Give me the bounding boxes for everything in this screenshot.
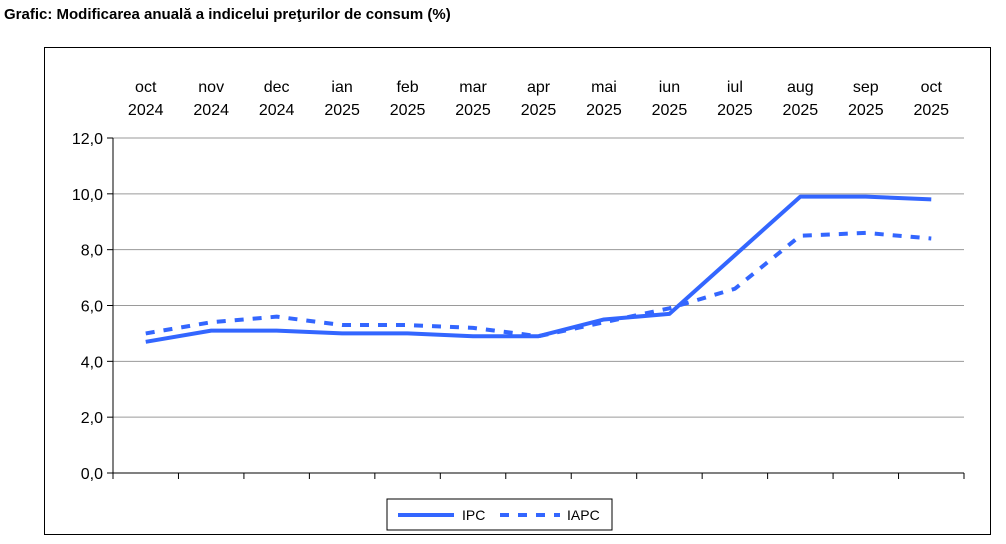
x-tick-label-year: 2025 bbox=[521, 102, 557, 119]
chart-title: Grafic: Modificarea anuală a indicelui p… bbox=[4, 6, 451, 23]
x-tick-label-year: 2025 bbox=[586, 102, 622, 119]
legend-label-ipc: IPC bbox=[462, 507, 485, 523]
x-tick-label-year: 2025 bbox=[390, 102, 426, 119]
y-tick-label: 8,0 bbox=[81, 243, 103, 260]
x-tick-label-month: iul bbox=[727, 79, 743, 96]
series-line-ipc bbox=[145, 194, 932, 344]
x-tick-label-month: mar bbox=[459, 79, 487, 96]
y-tick-label: 6,0 bbox=[81, 299, 103, 316]
y-tick-label: 0,0 bbox=[81, 466, 103, 483]
x-tick-label-month: ian bbox=[331, 79, 352, 96]
y-tick-label: 12,0 bbox=[72, 131, 103, 148]
x-tick-label-year: 2024 bbox=[193, 102, 229, 119]
y-tick-label: 4,0 bbox=[81, 354, 103, 371]
x-tick-label-month: feb bbox=[396, 79, 418, 96]
x-tick-label-year: 2025 bbox=[913, 102, 949, 119]
chart-frame bbox=[44, 47, 991, 535]
x-tick-label-month: oct bbox=[135, 79, 157, 96]
legend: IPC IAPC bbox=[386, 498, 613, 531]
x-tick-label-month: iun bbox=[659, 79, 680, 96]
x-tick-label-year: 2024 bbox=[128, 102, 164, 119]
x-tick-label-month: mai bbox=[591, 79, 617, 96]
y-tick-label: 10,0 bbox=[72, 187, 103, 204]
x-tick-label-month: nov bbox=[198, 79, 224, 96]
x-tick-label-year: 2025 bbox=[455, 102, 491, 119]
x-tick-label-year: 2025 bbox=[652, 102, 688, 119]
y-tick-label: 2,0 bbox=[81, 410, 103, 427]
x-tick-label-year: 2025 bbox=[848, 102, 884, 119]
x-tick-label-month: oct bbox=[921, 79, 943, 96]
x-tick-label-month: apr bbox=[527, 79, 551, 96]
x-tick-label-year: 2025 bbox=[324, 102, 360, 119]
x-tick-label-month: sep bbox=[853, 79, 879, 96]
legend-label-iapc: IAPC bbox=[567, 507, 600, 523]
series-line-iapc bbox=[145, 230, 932, 339]
x-tick-label-year: 2025 bbox=[717, 102, 753, 119]
x-tick-label-year: 2024 bbox=[259, 102, 295, 119]
x-tick-label-month: aug bbox=[787, 79, 814, 96]
x-tick-label-month: dec bbox=[264, 79, 290, 96]
x-tick-label-year: 2025 bbox=[783, 102, 819, 119]
